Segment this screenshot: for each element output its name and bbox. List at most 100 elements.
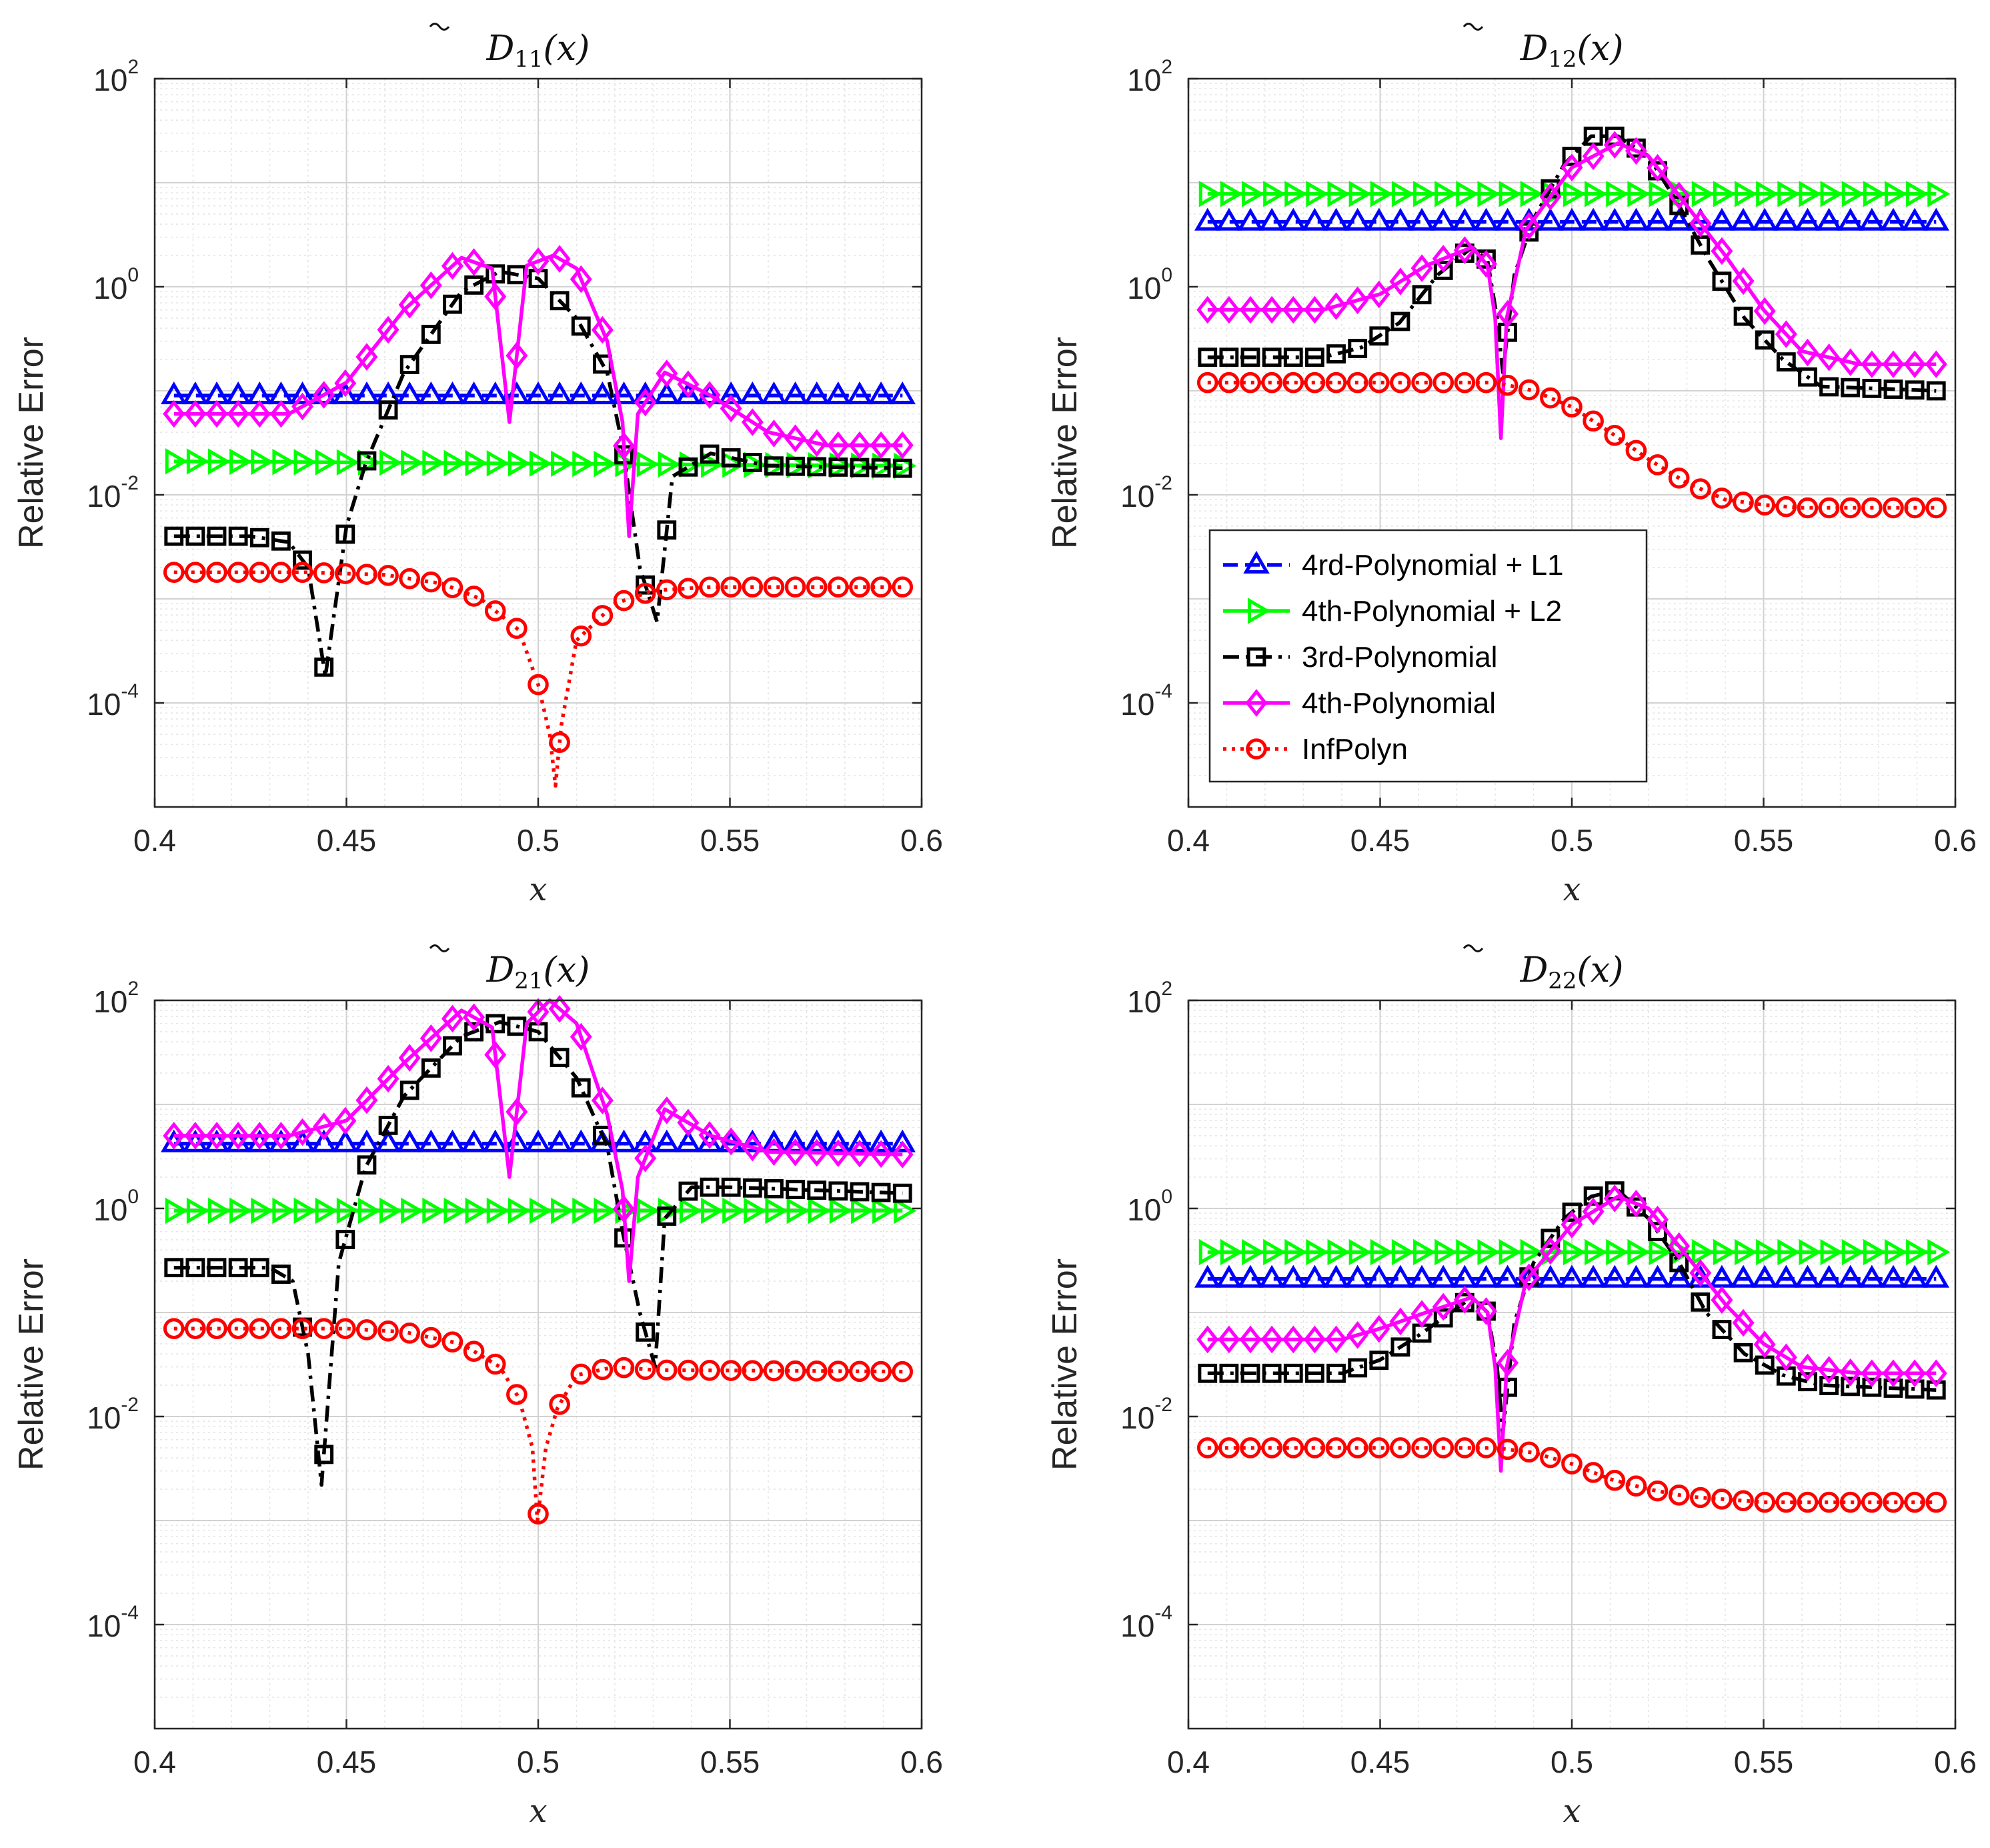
data-point-marker <box>891 431 914 459</box>
data-point-marker <box>1777 181 1801 207</box>
data-point-marker <box>443 1197 467 1224</box>
data-point-marker <box>1837 207 1864 231</box>
data-point-marker <box>1282 1325 1304 1354</box>
series-3rd-polynomial <box>164 1014 912 1487</box>
data-point-marker <box>1520 181 1543 207</box>
data-point-marker <box>1777 1238 1801 1266</box>
data-point-marker <box>353 381 380 405</box>
data-point-marker <box>1218 1437 1240 1459</box>
data-point-marker <box>377 315 399 344</box>
data-point-marker <box>591 315 614 344</box>
data-point-marker <box>270 562 292 583</box>
y-tick-label: 102 <box>93 56 139 97</box>
y-tick-label: 100 <box>1127 1186 1172 1227</box>
data-point-marker <box>336 449 359 476</box>
data-point-marker <box>677 1108 700 1137</box>
data-point-marker <box>1561 396 1583 417</box>
data-point-marker <box>1430 207 1456 231</box>
data-point-marker <box>378 1116 398 1135</box>
data-point-marker <box>1884 1238 1908 1266</box>
data-point-marker <box>1861 1491 1883 1513</box>
data-point-marker <box>1818 1356 1841 1384</box>
data-point-marker <box>828 457 848 477</box>
data-point-marker <box>527 247 550 275</box>
data-point-marker <box>1862 378 1882 398</box>
data-point-marker <box>421 325 441 344</box>
data-point-marker <box>289 1129 316 1152</box>
data-point-marker <box>353 1129 380 1152</box>
data-point-marker <box>1540 387 1561 409</box>
data-point-marker <box>1456 181 1479 207</box>
data-point-marker <box>1647 454 1669 476</box>
data-point-marker <box>636 575 656 595</box>
series-infpolyn <box>1196 1437 1947 1513</box>
data-point-marker <box>335 524 355 544</box>
data-point-marker <box>1561 1210 1583 1238</box>
data-point-marker <box>422 1197 445 1224</box>
data-point-marker <box>1773 1264 1800 1288</box>
data-point-marker <box>1237 207 1264 231</box>
y-tick-label: 10-2 <box>1120 472 1172 514</box>
x-tick-label: 0.55 <box>1734 823 1794 858</box>
data-point-marker <box>377 1064 399 1093</box>
data-point-marker <box>1668 1232 1691 1260</box>
data-point-marker <box>355 1086 378 1114</box>
data-point-marker <box>1520 1238 1543 1266</box>
x-tick-label: 0.45 <box>1350 1745 1410 1779</box>
data-point-marker <box>1262 347 1282 367</box>
data-point-marker <box>1775 1343 1797 1372</box>
data-point-marker <box>1732 267 1755 295</box>
data-point-marker <box>1730 207 1757 231</box>
data-point-marker <box>1303 295 1326 324</box>
y-tick-label: 10-4 <box>87 1602 139 1643</box>
data-point-marker <box>1220 1238 1243 1266</box>
series-line <box>1207 141 1937 440</box>
data-point-marker <box>1346 1437 1368 1459</box>
data-point-marker <box>1306 1238 1329 1266</box>
data-point-marker <box>1712 1320 1732 1339</box>
data-point-marker <box>1472 207 1500 231</box>
data-point-marker <box>1796 1353 1819 1382</box>
data-point-marker <box>1454 1437 1476 1459</box>
data-point-marker <box>589 381 616 405</box>
data-point-marker <box>1796 338 1819 367</box>
data-point-marker <box>1540 1447 1561 1469</box>
data-point-marker <box>293 550 312 570</box>
data-point-marker <box>1583 410 1604 432</box>
data-point-marker <box>1927 1238 1951 1266</box>
data-point-marker <box>1669 1252 1689 1272</box>
data-point-marker <box>396 1129 423 1152</box>
data-point-marker <box>313 1112 335 1140</box>
series-line <box>173 269 903 678</box>
data-point-marker <box>314 1445 334 1465</box>
data-point-marker <box>443 449 467 477</box>
data-point-marker <box>417 381 445 405</box>
data-point-marker <box>1518 211 1541 240</box>
data-point-marker <box>548 245 571 273</box>
data-point-marker <box>164 1258 184 1278</box>
series-4th-polynomial-l2 <box>165 1197 917 1224</box>
data-point-marker <box>506 618 528 639</box>
data-point-marker <box>742 453 762 472</box>
data-point-marker <box>464 1022 484 1042</box>
data-point-marker <box>481 1129 509 1152</box>
data-point-marker <box>1603 1184 1626 1212</box>
data-point-marker <box>1494 207 1521 231</box>
data-point-marker <box>850 457 870 478</box>
panel-1: 0.4 0.45 0.5 0.55 0.6 10-4 10-2 100 102 Relative … <box>12 23 943 908</box>
data-point-marker <box>1815 1264 1843 1288</box>
data-point-marker <box>870 1360 892 1382</box>
data-point-marker <box>248 399 271 428</box>
data-point-marker <box>1798 1372 1817 1392</box>
data-point-marker <box>1303 1325 1326 1354</box>
data-point-marker <box>1839 497 1861 519</box>
data-point-marker <box>762 1138 785 1166</box>
data-point-marker <box>396 381 423 405</box>
data-point-marker <box>1625 1189 1647 1218</box>
data-point-marker <box>1733 1342 1753 1362</box>
data-point-marker <box>1753 1330 1776 1358</box>
data-point-marker <box>270 1318 292 1339</box>
data-point-marker <box>1751 207 1778 231</box>
data-point-marker <box>846 381 873 405</box>
data-point-marker <box>1196 371 1218 393</box>
